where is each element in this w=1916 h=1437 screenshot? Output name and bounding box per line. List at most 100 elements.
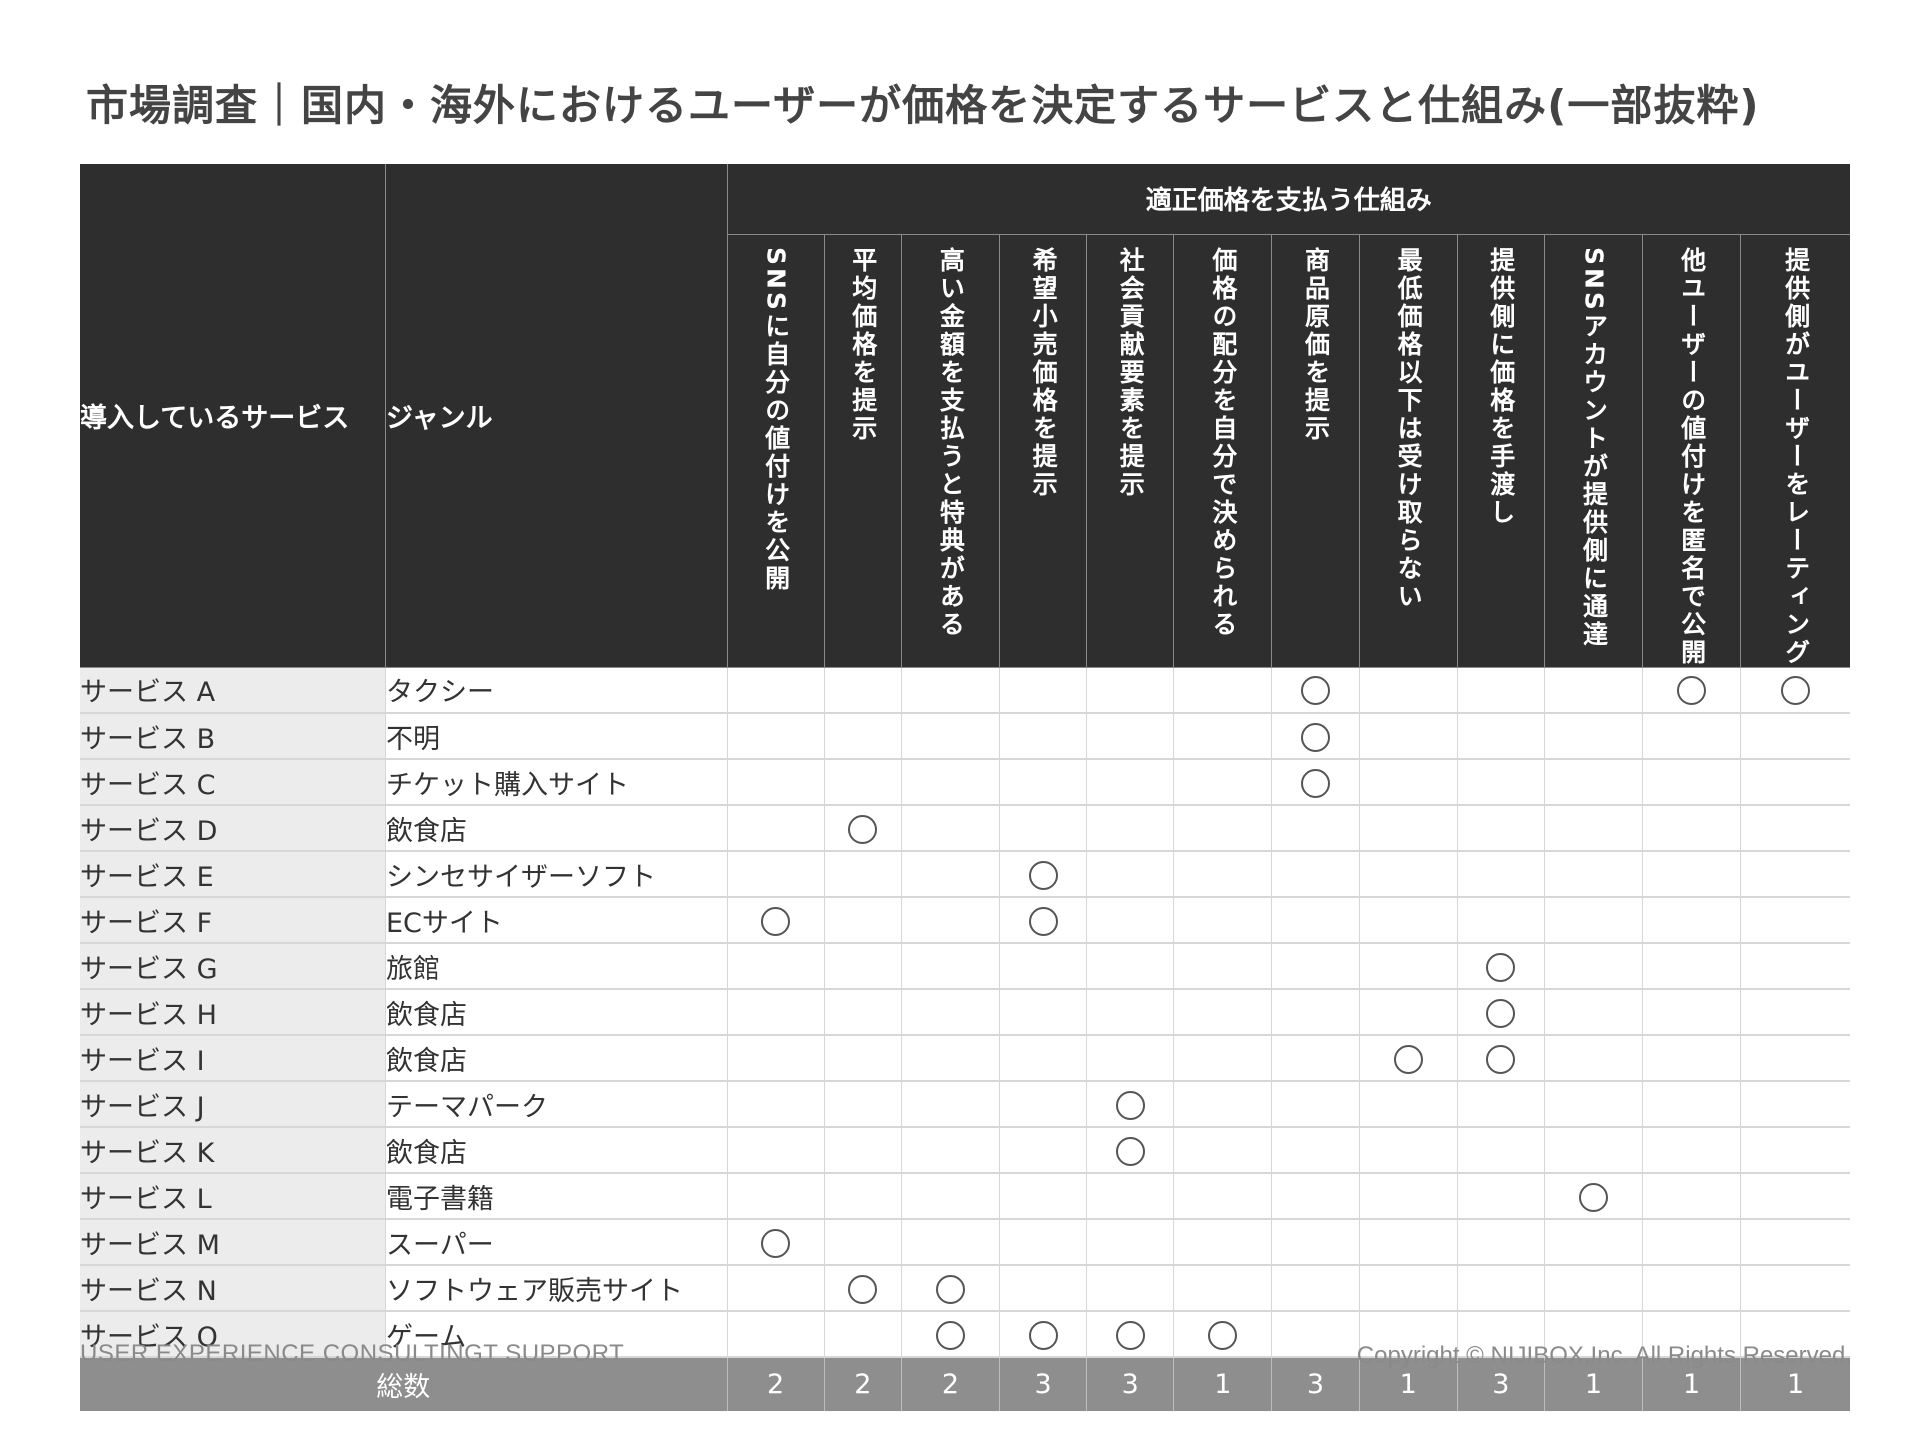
- table-row: サービス O ゲーム: [80, 1311, 1850, 1358]
- mechanism-cell: [901, 1219, 1001, 1266]
- mechanism-cell: [901, 667, 1001, 714]
- mechanism-cell: [1173, 943, 1273, 990]
- mechanism-cell: [727, 805, 825, 852]
- circle-mark-icon: [935, 1274, 965, 1304]
- genre-cell: 旅館: [385, 943, 728, 990]
- mechanism-cell: [1359, 897, 1458, 944]
- footer-tagline: USER EXPERIENCE CONSULTINGT SUPPORT: [80, 1340, 625, 1367]
- mechanism-cell: [999, 851, 1088, 898]
- circle-mark-icon: [935, 1320, 965, 1350]
- genre-cell: 飲食店: [385, 1127, 728, 1174]
- mechanism-cell: [1544, 897, 1644, 944]
- mechanism-cell: [1086, 759, 1175, 806]
- mechanism-column-header: 希望小売価格を提示: [999, 234, 1088, 668]
- mechanism-cell: [1642, 1081, 1742, 1128]
- mechanism-cell: [1457, 1219, 1545, 1266]
- mechanism-cell: [901, 1035, 1001, 1082]
- genre-cell: チケット購入サイト: [385, 759, 728, 806]
- mechanism-cell: [999, 1219, 1088, 1266]
- genre-cell: テーマパーク: [385, 1081, 728, 1128]
- mechanism-cell: [1173, 1127, 1273, 1174]
- total-count-cell: 1: [1173, 1357, 1273, 1411]
- mechanism-column-label: 最低価格以下は受け取らない: [1394, 246, 1424, 611]
- mechanism-cell: [1173, 667, 1273, 714]
- mechanism-column-header: 高い金額を支払うと特典がある: [901, 234, 1001, 668]
- mechanism-cell: [901, 1081, 1001, 1128]
- mechanism-cell: [1740, 1127, 1850, 1174]
- mechanism-cell: [1642, 943, 1742, 990]
- mechanism-cell: [727, 713, 825, 760]
- service-name-cell: サービス B: [80, 713, 386, 760]
- mechanism-cell: [824, 897, 902, 944]
- mechanism-cell: [1086, 897, 1175, 944]
- mechanism-cell: [1086, 1127, 1175, 1174]
- mechanism-cell: [999, 943, 1088, 990]
- mechanism-cell: [1457, 1173, 1545, 1220]
- service-name-cell: サービス M: [80, 1219, 386, 1266]
- mechanism-cell: [1457, 1127, 1545, 1174]
- mechanism-column-header: 平均価格を提示: [824, 234, 902, 668]
- genre-cell: ソフトウェア販売サイト: [385, 1265, 728, 1312]
- mechanism-cell: [1544, 805, 1644, 852]
- mechanism-cell: [999, 989, 1088, 1036]
- service-name-cell: サービス J: [80, 1081, 386, 1128]
- mechanism-cell: [1544, 667, 1644, 714]
- mechanism-cell: [1359, 713, 1458, 760]
- mechanism-cell: [1271, 667, 1360, 714]
- mechanism-cell: [1271, 1127, 1360, 1174]
- total-count-cell: 3: [999, 1357, 1088, 1411]
- mechanism-cell: [824, 943, 902, 990]
- mechanism-cell: [1740, 1311, 1850, 1358]
- service-name-cell: サービス O: [80, 1311, 386, 1358]
- mechanism-cell: [824, 1127, 902, 1174]
- service-name-cell: サービス H: [80, 989, 386, 1036]
- mechanism-cell: [1173, 897, 1273, 944]
- mechanism-cell: [727, 667, 825, 714]
- mechanism-cell: [1544, 1173, 1644, 1220]
- service-column-header: 導入しているサービス: [80, 164, 386, 668]
- total-count-cell: 3: [1086, 1357, 1175, 1411]
- mechanism-cell: [727, 943, 825, 990]
- mechanism-cell: [1642, 1127, 1742, 1174]
- mechanism-cell: [824, 667, 902, 714]
- header-row-group: 導入しているサービス ジャンル 適正価格を支払う仕組み: [80, 164, 1850, 668]
- service-name-cell: サービス N: [80, 1265, 386, 1312]
- mechanism-cell: [1740, 667, 1850, 714]
- mechanism-cell: [999, 897, 1088, 944]
- mechanism-cell: [1359, 943, 1458, 990]
- mechanism-cell: [1359, 1219, 1458, 1266]
- table-row: サービス M スーパー: [80, 1219, 1850, 1266]
- mechanism-cell: [1642, 851, 1742, 898]
- mechanism-cell: [1457, 713, 1545, 760]
- mechanism-cell: [1740, 1173, 1850, 1220]
- mechanism-cell: [901, 1311, 1001, 1358]
- copyright-notice: Copyright © NIJIBOX,Inc. All Rights Rese…: [1356, 1342, 1852, 1369]
- mechanism-cell: [727, 1265, 825, 1312]
- mechanism-cell: [999, 1081, 1088, 1128]
- mechanism-cell: [1740, 897, 1850, 944]
- mechanism-column-header: SNSアカウントが提供側に通達: [1544, 234, 1644, 668]
- mechanism-cell: [1086, 667, 1175, 714]
- mechanism-cell: [1359, 805, 1458, 852]
- mechanism-cell: [1457, 1035, 1545, 1082]
- mechanism-cell: [1271, 1081, 1360, 1128]
- table-row: サービス F ECサイト: [80, 897, 1850, 944]
- mechanism-cell: [1740, 943, 1850, 990]
- mechanism-cell: [1740, 851, 1850, 898]
- mechanism-cell: [1173, 1219, 1273, 1266]
- mechanism-cell: [824, 989, 902, 1036]
- mechanism-cell: [824, 1173, 902, 1220]
- mechanism-column-header: 価格の配分を自分で決められる: [1173, 234, 1273, 668]
- total-count-cell: 3: [1271, 1357, 1360, 1411]
- mechanism-cell: [1173, 1081, 1273, 1128]
- mechanism-column-label: 提供側がユーザーをレーティング: [1781, 246, 1811, 667]
- mechanism-column-header: 社会貢献要素を提示: [1086, 234, 1175, 668]
- mechanism-column-header: 提供側に価格を手渡し: [1457, 234, 1545, 668]
- mechanism-cell: [1086, 713, 1175, 760]
- mechanism-cell: [824, 1311, 902, 1358]
- genre-cell: ゲーム: [385, 1311, 728, 1358]
- mechanism-cell: [901, 759, 1001, 806]
- mechanism-cell: [1271, 943, 1360, 990]
- mechanism-cell: [824, 805, 902, 852]
- mechanism-cell: [1740, 1081, 1850, 1128]
